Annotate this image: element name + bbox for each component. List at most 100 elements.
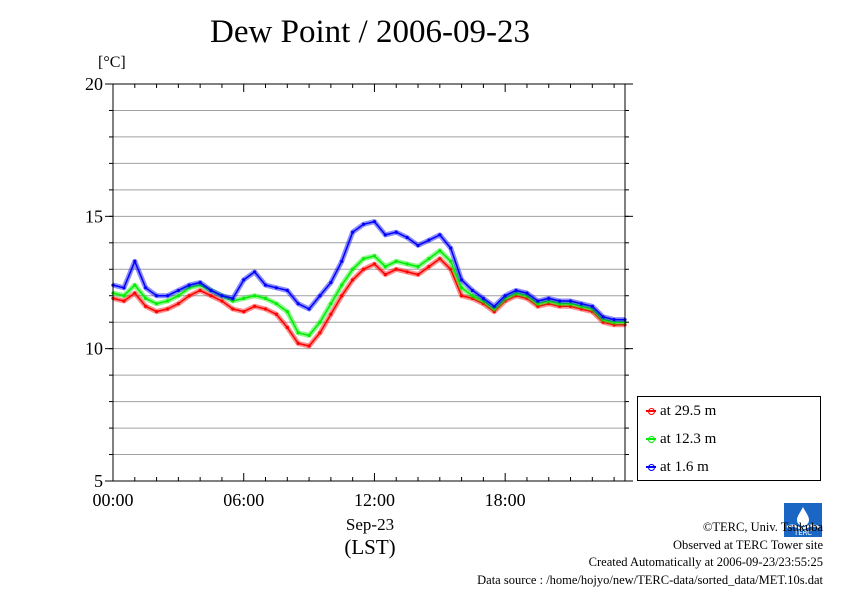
data-point: [438, 249, 442, 253]
data-point: [133, 259, 137, 263]
data-point: [209, 288, 213, 293]
data-point: [449, 267, 453, 271]
data-point: [361, 257, 366, 261]
terc-logo: TERC: [784, 503, 822, 537]
data-point: [492, 310, 496, 314]
y-tick-label: 10: [85, 339, 103, 359]
data-point: [427, 257, 431, 261]
data-point: [351, 278, 355, 282]
data-point: [438, 257, 442, 261]
legend-item-29-5m: at 29.5 m: [646, 401, 716, 421]
data-point: [220, 294, 224, 298]
data-point: [263, 283, 268, 287]
data-point: [253, 270, 257, 274]
data-point: [579, 307, 584, 311]
data-point: [144, 286, 148, 290]
data-point: [307, 333, 311, 338]
data-point: [405, 235, 409, 240]
credits-block: ©TERC, Univ. Tsukuba Observed at TERC To…: [477, 519, 823, 589]
data-point: [329, 302, 333, 306]
data-point: [579, 302, 584, 306]
data-point: [427, 265, 431, 269]
data-point: [383, 233, 387, 237]
data-point: [198, 288, 202, 293]
data-point: [558, 304, 562, 308]
data-point: [122, 299, 126, 303]
data-point: [481, 302, 485, 306]
data-point: [133, 291, 137, 295]
data-point: [318, 320, 322, 324]
data-point: [536, 299, 540, 303]
data-point: [242, 310, 246, 314]
data-point: [372, 254, 377, 258]
data-point: [449, 259, 453, 263]
data-point: [253, 294, 257, 298]
data-point: [601, 315, 605, 319]
data-point: [154, 294, 159, 298]
series-line-0: [112, 257, 625, 347]
series-line-2: [112, 220, 625, 321]
copyright-text: ©TERC, Univ. Tsukuba: [702, 520, 823, 534]
x-tick-label: 06:00: [223, 490, 264, 510]
data-point: [568, 304, 573, 308]
legend-swatch-green: [646, 436, 656, 443]
data-point: [579, 304, 584, 308]
legend-item-12-3m: at 12.3 m: [646, 429, 716, 449]
data-point: [601, 320, 605, 324]
data-point: [122, 286, 126, 290]
created-text: Created Automatically at 2006-09-23/23:5…: [588, 555, 823, 569]
chart-title: Dew Point / 2006-09-23: [210, 14, 530, 50]
data-point: [514, 294, 518, 298]
data-point: [470, 296, 475, 300]
data-point: [242, 278, 246, 282]
data-point: [503, 296, 507, 300]
data-point: [231, 307, 235, 311]
data-point: [481, 296, 485, 300]
data-point: [296, 341, 300, 345]
data-point: [154, 302, 159, 306]
data-point: [612, 317, 616, 322]
data-point: [536, 302, 540, 306]
data-point: [296, 331, 300, 335]
data-point: [612, 320, 616, 324]
data-point: [525, 294, 529, 298]
data-point: [263, 296, 268, 300]
data-point: [459, 294, 464, 298]
data-point: [285, 288, 289, 293]
data-point: [558, 302, 562, 306]
legend-item-1-6m: at 1.6 m: [646, 457, 709, 477]
data-point: [165, 307, 170, 311]
data-point: [176, 302, 180, 306]
data-point: [307, 344, 311, 348]
data-point: [329, 312, 333, 316]
data-point: [285, 310, 289, 314]
data-point: [361, 267, 366, 271]
data-point: [514, 288, 518, 293]
data-point: [405, 270, 409, 274]
data-point: [383, 265, 387, 269]
data-point: [340, 283, 344, 287]
data-point: [307, 307, 311, 311]
data-point: [187, 283, 191, 287]
data-point: [274, 312, 279, 316]
legend-swatch-red: [646, 408, 656, 415]
plot-frame: [112, 83, 626, 482]
data-point: [340, 294, 344, 298]
data-point: [492, 307, 496, 311]
data-point: [394, 259, 398, 263]
data-point: [187, 294, 191, 298]
data-point: [416, 272, 420, 277]
data-point: [568, 302, 573, 306]
x-axis-sublabel: (LST): [344, 535, 396, 559]
data-point: [405, 262, 409, 266]
data-point: [329, 280, 333, 285]
series-line-1: [112, 249, 625, 337]
x-tick-label: 12:00: [354, 490, 395, 510]
data-point: [176, 294, 180, 298]
legend-label: at 1.6 m: [660, 458, 709, 475]
x-tick-label: 00:00: [92, 490, 133, 510]
data-point: [416, 243, 420, 248]
data-point: [383, 272, 387, 277]
data-point: [231, 299, 235, 303]
data-point: [590, 304, 594, 308]
